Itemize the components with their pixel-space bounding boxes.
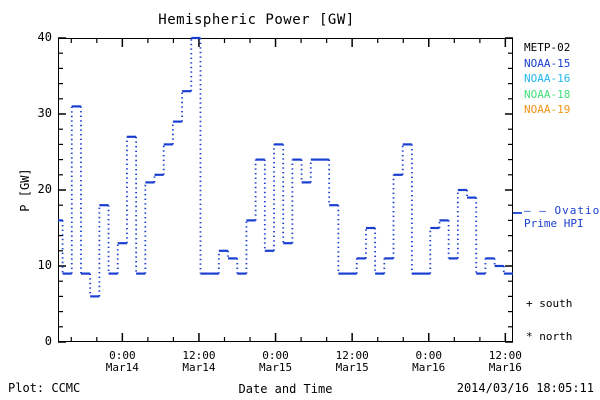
x-tick-label: 12:00 Mar15 <box>312 350 392 374</box>
legend-marker-south: + south <box>526 297 573 310</box>
plot-credit: Plot: CCMC <box>8 381 81 395</box>
y-tick-label: 10 <box>37 258 52 272</box>
x-tick-time: 12:00 <box>488 349 522 362</box>
x-tick-date: Mar16 <box>488 361 522 374</box>
plot-timestamp: 2014/03/16 18:05:11 <box>456 381 594 395</box>
x-tick-label: 0:00 Mar16 <box>389 350 469 374</box>
legend: METP-02 NOAA-15 NOAA-16 NOAA-18 NOAA-19 <box>524 40 600 118</box>
legend-item-noaa-16: NOAA-16 <box>524 72 571 85</box>
y-tick-label: 30 <box>37 106 52 120</box>
legend-item-noaa-19: NOAA-19 <box>524 103 571 116</box>
x-tick-date: Mar15 <box>335 361 369 374</box>
x-tick-date: Mar16 <box>412 361 446 374</box>
x-tick-date: Mar14 <box>182 361 216 374</box>
x-tick-label: 0:00 Mar14 <box>82 350 162 374</box>
y-tick-label: 0 <box>44 334 52 348</box>
x-tick-time: 12:00 <box>182 349 216 362</box>
x-tick-label: 12:00 Mar16 <box>465 350 545 374</box>
x-tick-time: 0:00 <box>109 349 136 362</box>
legend-ovation-line2: Prime HPI <box>524 216 584 230</box>
legend-item-noaa-18: NOAA-18 <box>524 87 571 101</box>
legend-item-noaa-15: NOAA-15 <box>524 56 571 70</box>
legend-ovation-line1: — — Ovation <box>524 204 600 217</box>
x-tick-time: 0:00 <box>415 349 442 362</box>
series-ovation-prime-hpi <box>58 36 513 298</box>
x-tick-time: 0:00 <box>262 349 289 362</box>
x-axis-label: Date and Time <box>238 382 333 396</box>
legend-item-metp-02: METP-02 <box>524 41 571 54</box>
x-tick-date: Mar15 <box>258 361 293 374</box>
legend-ovation-prime: — — Ovation Prime HPI <box>524 204 600 230</box>
y-tick-label: 20 <box>37 182 52 196</box>
x-tick-date: Mar14 <box>105 361 139 374</box>
x-tick-label: 0:00 Mar15 <box>236 350 316 374</box>
legend-marker-north: * north <box>526 330 573 343</box>
x-tick-label: 12:00 Mar14 <box>159 350 239 374</box>
chart-title: Hemispheric Power [GW] <box>158 12 355 28</box>
y-tick-label: 40 <box>37 30 52 44</box>
x-tick-time: 12:00 <box>335 349 369 362</box>
